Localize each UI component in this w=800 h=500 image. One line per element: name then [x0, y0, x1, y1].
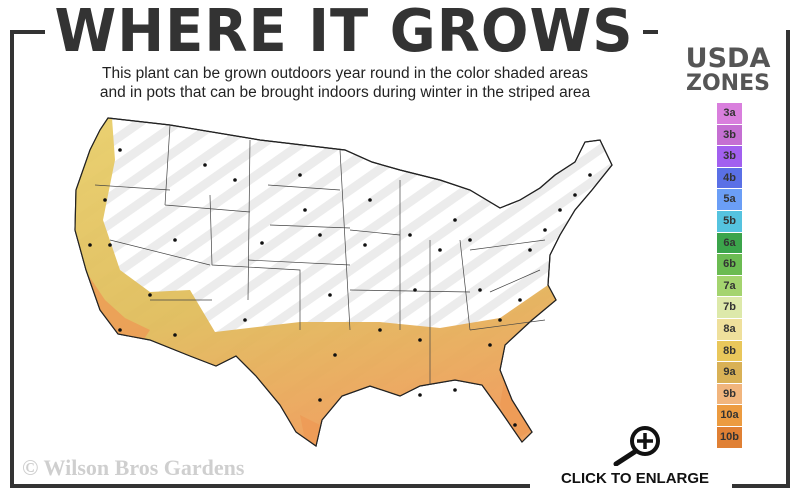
capital-dot [453, 218, 457, 222]
capital-dot [468, 238, 472, 242]
capital-dot [363, 243, 367, 247]
legend-zone-6a: 6a [717, 232, 742, 255]
capital-dot [243, 318, 247, 322]
capital-dot [108, 243, 112, 247]
capital-dot [303, 208, 307, 212]
capital-dot [513, 423, 517, 427]
subtitle: This plant can be grown outdoors year ro… [40, 64, 650, 102]
legend-zone-3a: 3a [717, 103, 742, 125]
frame-right [786, 30, 790, 488]
capital-dot [318, 233, 322, 237]
copyright-watermark: © Wilson Bros Gardens [22, 455, 245, 480]
capital-dot [518, 298, 522, 302]
capital-dot [118, 148, 122, 152]
us-state-borders [74, 117, 613, 448]
capital-dot [418, 393, 422, 397]
capital-dot [318, 398, 322, 402]
click-to-enlarge-button[interactable]: CLICK TO ENLARGE [560, 470, 710, 487]
page-title: WHERE IT GROWS [54, 0, 634, 66]
capital-dot [558, 208, 562, 212]
capital-dot [588, 173, 592, 177]
legend-zone-3b: 3b [717, 124, 742, 147]
capital-dot [260, 241, 264, 245]
state-lines [94, 124, 546, 385]
state-capital-dots [88, 148, 592, 427]
capital-dot [438, 248, 442, 252]
capital-dot [203, 163, 207, 167]
capital-dot [488, 343, 492, 347]
capital-dot [88, 243, 92, 247]
subtitle-line-1: This plant can be grown outdoors year ro… [102, 65, 588, 82]
capital-dot [543, 228, 547, 232]
capital-dot [173, 238, 177, 242]
capital-dot [103, 198, 107, 202]
legend-zone-8a: 8a [717, 318, 742, 341]
legend-zone-5a: 5a [717, 189, 742, 211]
usda-zone-legend: 3a 3b 3b 4b 5a 5b 6a 6b 7a 7b 8a 8b 9a 9b 10a 10b [717, 103, 742, 449]
capital-dot [368, 198, 372, 202]
legend-title-line-2: ZONES [686, 71, 770, 96]
capital-dot [478, 288, 482, 292]
legend-zone-7b: 7b [717, 297, 742, 319]
frame-top-left [10, 30, 45, 34]
capital-dot [333, 353, 337, 357]
capital-dot [418, 338, 422, 342]
capital-dot [498, 318, 502, 322]
capital-dot [573, 193, 577, 197]
legend-zone-9b: 9b [717, 383, 742, 406]
us-outline-striped-area [74, 117, 613, 448]
capital-dot [298, 173, 302, 177]
capital-dot [453, 388, 457, 392]
legend-title-line-1: USDA [685, 43, 771, 74]
magnifier-plus-icon[interactable] [610, 424, 666, 466]
capital-dot [148, 293, 152, 297]
capital-dot [408, 233, 412, 237]
frame-top-right [643, 30, 658, 34]
capital-dot [413, 288, 417, 292]
legend-zone-8b: 8b [717, 340, 742, 363]
frame-bottom-left [10, 484, 530, 488]
legend-title: USDA ZONES [672, 43, 784, 96]
subtitle-line-2: and in pots that can be brought indoors … [99, 84, 591, 101]
frame-left [10, 30, 14, 488]
legend-zone-4b: 4b [717, 167, 742, 190]
capital-dot [378, 328, 382, 332]
frame-bottom-right [732, 484, 790, 488]
legend-zone-6b: 6b [717, 254, 742, 276]
legend-zone-3b: 3b [717, 146, 742, 168]
legend-zone-7a: 7a [717, 275, 742, 298]
legend-zone-9a: 9a [717, 362, 742, 384]
capital-dot [233, 178, 237, 182]
legend-zone-5b: 5b [717, 210, 742, 233]
legend-zone-10a: 10a [717, 405, 742, 427]
legend-zone-10b: 10b [717, 426, 742, 449]
capital-dot [528, 248, 532, 252]
capital-dot [118, 328, 122, 332]
capital-dot [173, 333, 177, 337]
capital-dot [328, 293, 332, 297]
